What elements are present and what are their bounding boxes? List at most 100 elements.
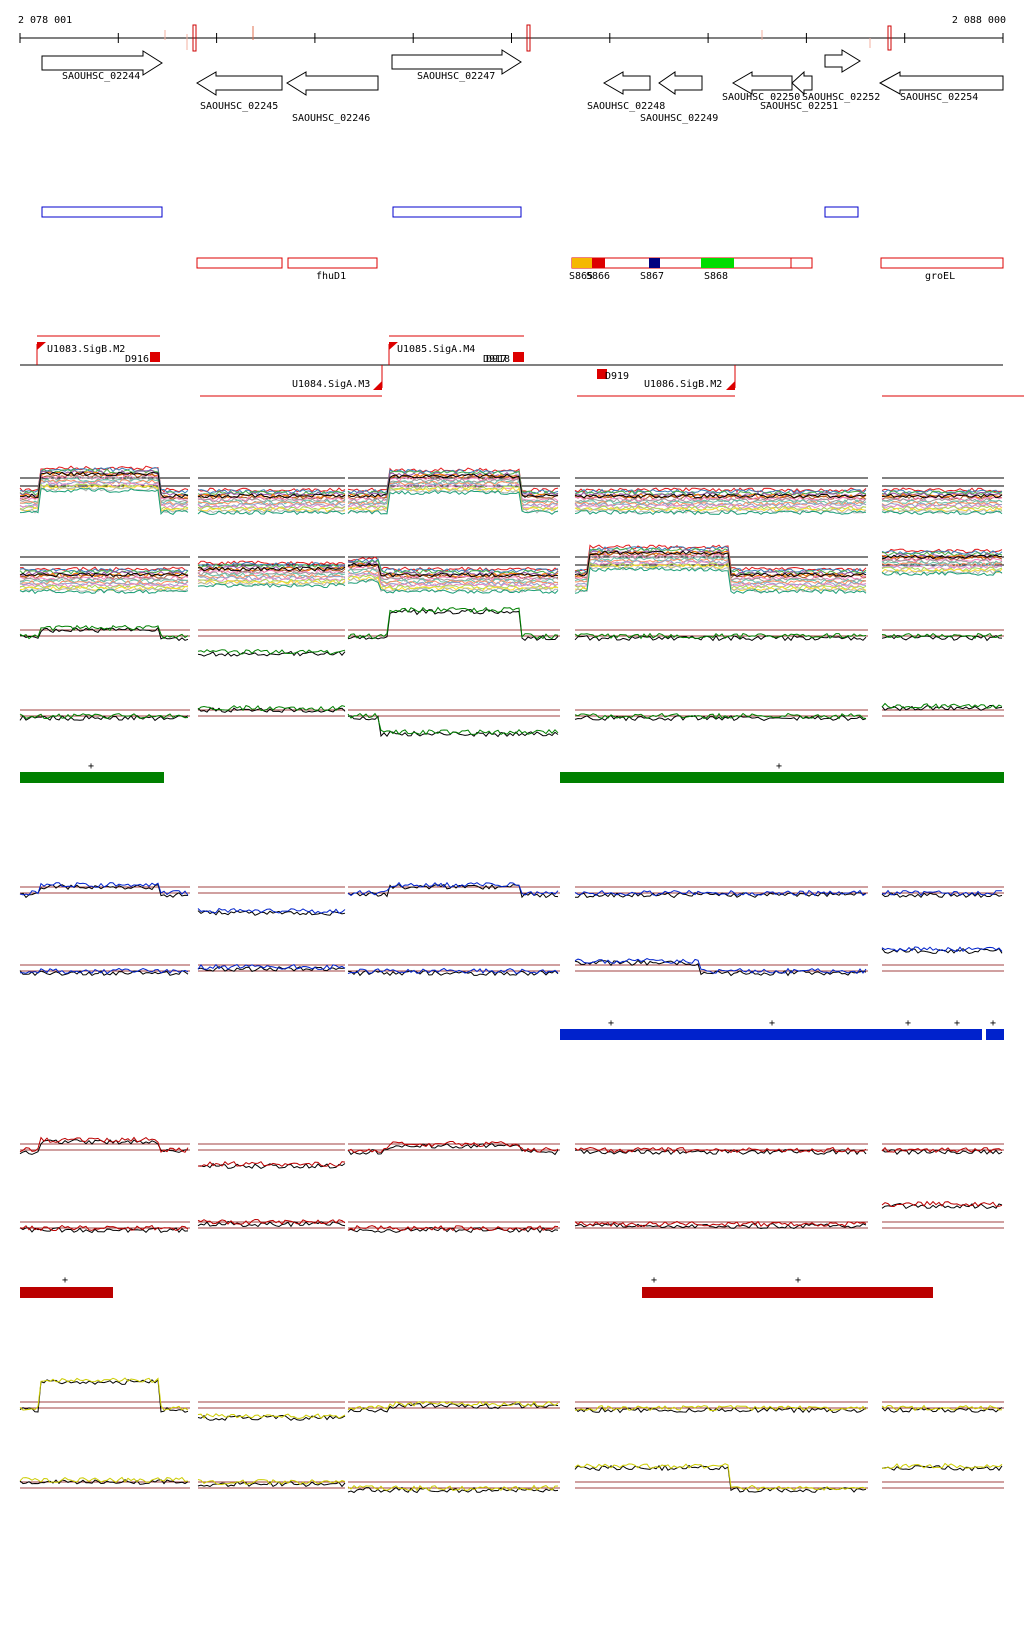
expression-trace	[197, 648, 346, 655]
expression-trace	[574, 554, 867, 582]
expression-trace	[881, 563, 1003, 569]
expression-trace	[347, 565, 559, 581]
gene-arrow[interactable]: SAOUHSC_02244	[41, 50, 163, 82]
expression-trace	[574, 959, 867, 977]
expression-trace	[881, 1462, 1003, 1470]
expression-trace	[19, 584, 189, 590]
expression-trace	[881, 632, 1003, 640]
svg-text:SAOUHSC_02254: SAOUHSC_02254	[900, 92, 978, 103]
expression-trace	[881, 497, 1003, 503]
expression-trace	[19, 1378, 189, 1413]
expression-trace	[881, 550, 1003, 556]
coordinate-ruler: 2 078 001 2 088 000	[18, 15, 1006, 52]
gene-arrow[interactable]: SAOUHSC_02249	[640, 71, 718, 124]
expression-trace	[881, 493, 1003, 499]
transcription-unit-label[interactable]: U1083.SigB.M2	[47, 344, 125, 355]
expression-trace	[19, 969, 189, 977]
expression-trace	[347, 883, 559, 899]
expression-trace	[347, 562, 559, 578]
expression-trace	[574, 493, 867, 499]
expression-trace	[347, 970, 559, 977]
segment-bar[interactable]	[20, 772, 164, 783]
expression-trace	[347, 1141, 559, 1153]
site-label: S867	[640, 271, 664, 282]
gene-arrow[interactable]: SAOUHSC_02245	[196, 70, 283, 112]
coordinate-start: 2 078 001	[18, 15, 72, 26]
expression-trace	[347, 489, 559, 515]
expression-trace	[881, 889, 1003, 897]
expression-trace	[574, 1463, 867, 1492]
segment-bar[interactable]	[986, 1029, 1004, 1040]
expression-trace	[197, 705, 346, 712]
transcription-unit-label[interactable]: U1086.SigB.M2	[644, 379, 722, 390]
transcription-unit-label[interactable]: U1084.SigA.M3	[292, 379, 370, 390]
expression-trace	[574, 559, 867, 587]
expression-trace	[197, 1480, 346, 1488]
expression-trace	[347, 473, 559, 498]
forward-gene-box	[392, 206, 522, 218]
expression-trace	[197, 560, 346, 566]
svg-text:SAOUHSC_02252: SAOUHSC_02252	[802, 92, 880, 103]
expression-trace	[347, 606, 559, 640]
segment-marker: +	[769, 1018, 775, 1029]
gene-box-track: fhuD1 S865 S866 S867 S868 groEL	[41, 206, 1004, 282]
site-S866[interactable]	[592, 258, 605, 268]
expression-trace	[20, 967, 189, 975]
expression-trace	[881, 634, 1003, 642]
gene-arrow[interactable]: SAOUHSC_02246	[286, 71, 379, 124]
segment-bar[interactable]	[20, 1287, 113, 1298]
gene-arrow[interactable]: SAOUHSC_02251	[760, 70, 838, 112]
expression-trace	[347, 1484, 559, 1492]
expression-trace	[197, 1479, 346, 1486]
segment-bar[interactable]	[642, 1287, 933, 1298]
svg-text:SAOUHSC_02247: SAOUHSC_02247	[417, 71, 495, 82]
site-S868[interactable]	[701, 258, 734, 268]
gene-arrow[interactable]: SAOUHSC_02252	[802, 49, 880, 103]
svg-text:SAOUHSC_02251: SAOUHSC_02251	[760, 101, 838, 112]
svg-text:SAOUHSC_02246: SAOUHSC_02246	[292, 113, 370, 124]
expression-trace	[19, 471, 189, 499]
expression-trace	[197, 566, 346, 572]
expression-trace	[19, 1377, 189, 1411]
expression-trace	[197, 502, 346, 508]
expression-trace	[881, 499, 1003, 505]
expression-trace	[197, 1220, 346, 1228]
terminator-label: D919	[605, 371, 629, 382]
expression-trace	[881, 555, 1003, 562]
coordinate-end: 2 088 000	[952, 15, 1006, 26]
expression-profiles	[19, 465, 1004, 1494]
expression-trace	[574, 499, 867, 505]
expression-trace	[574, 566, 867, 595]
expression-trace	[19, 1476, 189, 1484]
expression-trace	[197, 576, 346, 582]
expression-trace	[197, 963, 346, 971]
expression-trace	[197, 707, 346, 713]
expression-trace	[197, 582, 346, 589]
svg-text:SAOUHSC_02244: SAOUHSC_02244	[62, 71, 140, 82]
gene-arrow[interactable]: SAOUHSC_02247	[391, 49, 522, 82]
site-S867[interactable]	[649, 258, 660, 268]
terminator[interactable]	[150, 352, 160, 362]
expression-trace	[197, 910, 346, 916]
expression-trace	[347, 572, 559, 587]
expression-trace	[574, 958, 867, 975]
expression-trace	[19, 714, 189, 722]
site-label: S865	[569, 271, 593, 282]
gene-arrow[interactable]: SAOUHSC_02250	[722, 71, 800, 103]
segment-bar[interactable]	[560, 772, 1004, 783]
segment-bar[interactable]	[560, 1029, 982, 1040]
transcription-unit-label[interactable]: U1085.SigA.M4	[397, 344, 475, 355]
svg-text:SAOUHSC_02249: SAOUHSC_02249	[640, 113, 718, 124]
terminator[interactable]	[513, 352, 524, 362]
expression-trace	[574, 889, 867, 897]
site-S865[interactable]	[572, 258, 592, 268]
expression-trace	[574, 562, 867, 590]
gene-arrow[interactable]: SAOUHSC_02254	[878, 71, 1004, 103]
gene-name-label: fhuD1	[316, 271, 346, 282]
gene-arrow[interactable]: SAOUHSC_02248	[587, 71, 665, 112]
expression-trace	[197, 509, 346, 516]
expression-trace	[574, 508, 867, 514]
expression-trace	[881, 1146, 1003, 1153]
expression-trace	[574, 1222, 867, 1230]
terminator[interactable]	[597, 369, 607, 379]
